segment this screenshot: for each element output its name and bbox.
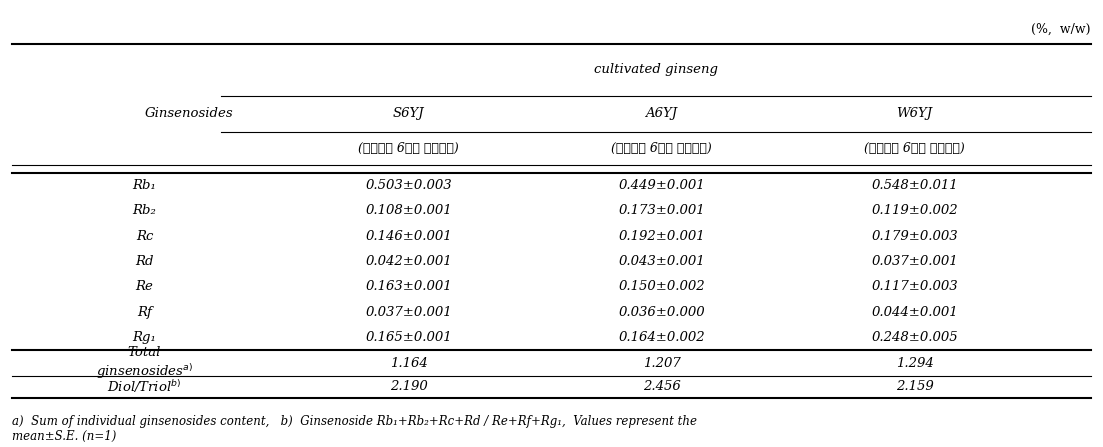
Text: 0.164±0.002: 0.164±0.002 xyxy=(618,331,705,344)
Text: 0.192±0.001: 0.192±0.001 xyxy=(618,230,705,243)
Text: Rc: Rc xyxy=(136,230,153,243)
Text: 2.190: 2.190 xyxy=(389,380,427,393)
Text: Re: Re xyxy=(136,280,153,293)
Text: Rd: Rd xyxy=(136,255,153,268)
Text: 1.207: 1.207 xyxy=(643,357,681,370)
Text: (가을채취 6년근 재배수삼): (가을채취 6년근 재배수삼) xyxy=(611,142,711,155)
Text: 0.163±0.001: 0.163±0.001 xyxy=(365,280,452,293)
Text: 0.036±0.000: 0.036±0.000 xyxy=(618,306,705,319)
Text: (여름채취 6년근 재배수삼): (여름채취 6년근 재배수삼) xyxy=(358,142,459,155)
Text: Total
ginsenosides$^{a)}$: Total ginsenosides$^{a)}$ xyxy=(96,346,193,380)
Text: 0.037±0.001: 0.037±0.001 xyxy=(365,306,452,319)
Text: 0.037±0.001: 0.037±0.001 xyxy=(871,255,957,268)
Text: Diol/Triol$^{b)}$: Diol/Triol$^{b)}$ xyxy=(107,378,182,395)
Text: Rb₂: Rb₂ xyxy=(132,204,157,217)
Text: (겨울채취 6년근 재배수삼): (겨울채취 6년근 재배수삼) xyxy=(864,142,965,155)
Text: 0.108±0.001: 0.108±0.001 xyxy=(365,204,452,217)
Text: 1.294: 1.294 xyxy=(896,357,933,370)
Text: W6YJ: W6YJ xyxy=(897,107,933,120)
Text: Ginsenosides: Ginsenosides xyxy=(144,107,233,120)
Text: 0.150±0.002: 0.150±0.002 xyxy=(618,280,705,293)
Text: a)  Sum of individual ginsenosides content,   b)  Ginsenoside Rb₁+Rb₂+Rc+Rd / Re: a) Sum of individual ginsenosides conten… xyxy=(12,415,697,443)
Text: 0.165±0.001: 0.165±0.001 xyxy=(365,331,452,344)
Text: 2.456: 2.456 xyxy=(643,380,681,393)
Text: 1.164: 1.164 xyxy=(389,357,427,370)
Text: 0.146±0.001: 0.146±0.001 xyxy=(365,230,452,243)
Text: S6YJ: S6YJ xyxy=(393,107,425,120)
Text: A6YJ: A6YJ xyxy=(645,107,677,120)
Text: cultivated ginseng: cultivated ginseng xyxy=(595,63,718,76)
Text: 0.117±0.003: 0.117±0.003 xyxy=(871,280,957,293)
Text: 0.503±0.003: 0.503±0.003 xyxy=(365,179,452,192)
Text: 0.042±0.001: 0.042±0.001 xyxy=(365,255,452,268)
Text: Rf: Rf xyxy=(137,306,152,319)
Text: 0.248±0.005: 0.248±0.005 xyxy=(871,331,957,344)
Text: Rb₁: Rb₁ xyxy=(132,179,157,192)
Text: 0.179±0.003: 0.179±0.003 xyxy=(871,230,957,243)
Text: (%,  w/w): (%, w/w) xyxy=(1031,23,1091,36)
Text: 2.159: 2.159 xyxy=(896,380,933,393)
Text: 0.449±0.001: 0.449±0.001 xyxy=(618,179,705,192)
Text: 0.043±0.001: 0.043±0.001 xyxy=(618,255,705,268)
Text: 0.119±0.002: 0.119±0.002 xyxy=(871,204,957,217)
Text: Rg₁: Rg₁ xyxy=(132,331,157,344)
Text: 0.173±0.001: 0.173±0.001 xyxy=(618,204,705,217)
Text: 0.548±0.011: 0.548±0.011 xyxy=(871,179,957,192)
Text: 0.044±0.001: 0.044±0.001 xyxy=(871,306,957,319)
